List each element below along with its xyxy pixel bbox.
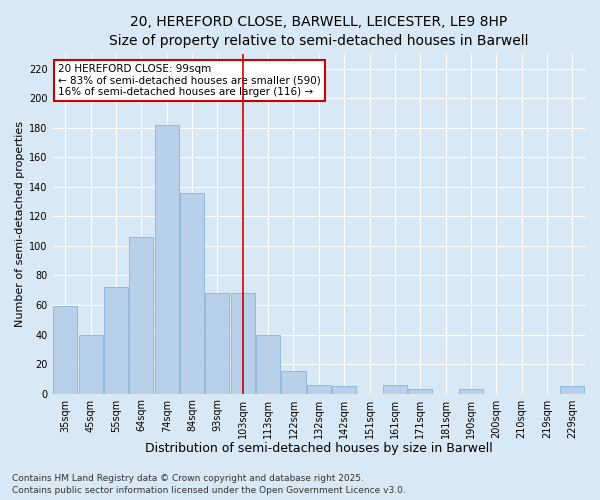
Bar [560,386,584,394]
Bar [256,334,280,394]
Text: 20 HEREFORD CLOSE: 99sqm
← 83% of semi-detached houses are smaller (590)
16% of : 20 HEREFORD CLOSE: 99sqm ← 83% of semi-d… [58,64,321,97]
Bar [332,386,356,394]
Y-axis label: Number of semi-detached properties: Number of semi-detached properties [15,120,25,326]
Title: 20, HEREFORD CLOSE, BARWELL, LEICESTER, LE9 8HP
Size of property relative to sem: 20, HEREFORD CLOSE, BARWELL, LEICESTER, … [109,15,529,48]
X-axis label: Distribution of semi-detached houses by size in Barwell: Distribution of semi-detached houses by … [145,442,493,455]
Bar [281,372,305,394]
Bar [383,384,407,394]
Bar [408,389,432,394]
Bar [180,192,204,394]
Bar [307,384,331,394]
Bar [155,124,179,394]
Text: Contains HM Land Registry data © Crown copyright and database right 2025.
Contai: Contains HM Land Registry data © Crown c… [12,474,406,495]
Bar [459,389,483,394]
Bar [130,237,154,394]
Bar [53,306,77,394]
Bar [104,287,128,394]
Bar [231,293,255,394]
Bar [79,334,103,394]
Bar [205,293,229,394]
